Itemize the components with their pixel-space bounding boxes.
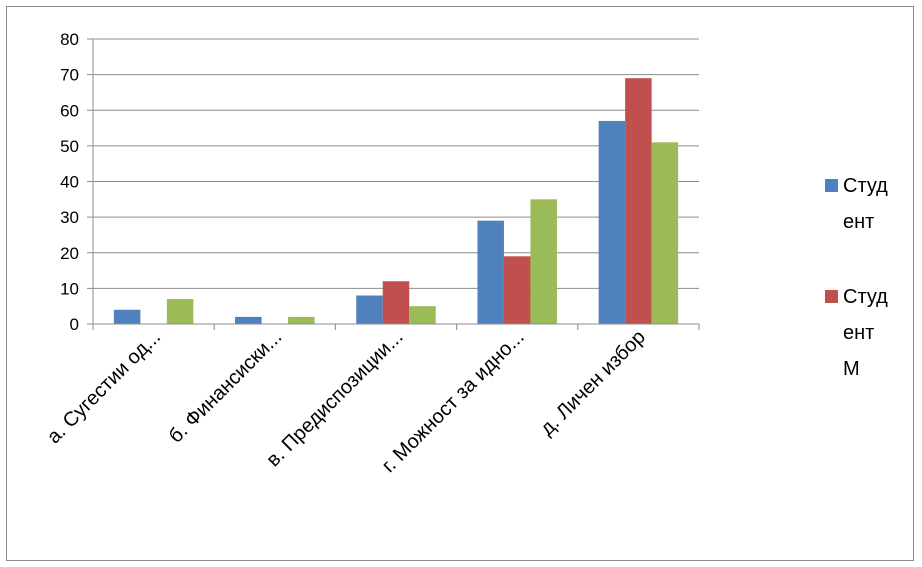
axes [87, 38, 700, 330]
y-tick-label: 20 [60, 244, 79, 263]
bar-series-1-cat-2 [235, 316, 262, 324]
legend-label: Студ [843, 175, 888, 197]
bar-series-1-cat-1 [113, 309, 141, 324]
y-tick-label: 0 [70, 315, 79, 334]
x-tick-labels: а. Сугестии од... б. Финансиски...в. Пред… [43, 326, 650, 477]
legend-swatch [825, 290, 838, 303]
chart-frame: 0 10 20 30 40 50 60 70 80 а. Сугестии од... б. Фи… [6, 6, 914, 561]
legend-label: ент [843, 211, 874, 233]
y-tick-label: 70 [60, 66, 79, 85]
legend-swatch [825, 179, 838, 192]
bar-series-3-cat-5 [651, 142, 679, 324]
legend-label: М [843, 358, 860, 380]
bar-series-3-cat-2 [288, 316, 315, 324]
bar-series-2-cat-5 [625, 78, 652, 324]
y-tick-label: 60 [60, 101, 79, 120]
bar-series-3-cat-3 [409, 306, 436, 324]
x-tick-label: в. Предиспозиции... [262, 326, 407, 471]
y-tick-label: 80 [60, 30, 79, 49]
y-tick-labels: 0 10 20 30 40 50 60 70 80 [60, 30, 79, 334]
x-tick-label: а. Сугестии од... [43, 326, 165, 448]
bar-series-1-cat-5 [598, 120, 626, 324]
y-tick-label: 50 [60, 137, 79, 156]
bars [113, 78, 679, 324]
bar-series-2-cat-3 [382, 281, 410, 324]
bar-series-1-cat-4 [477, 220, 504, 324]
y-tick-label: 30 [60, 208, 79, 227]
bar-series-2-cat-4 [503, 256, 531, 324]
bar-series-3-cat-1 [166, 299, 194, 324]
legend: Студ ент Студ ент М [825, 175, 888, 380]
x-tick-label: б. Финансиски... [165, 326, 287, 448]
gridlines [93, 38, 699, 289]
y-tick-label: 40 [60, 173, 79, 192]
x-tick-label: д. Личен избор [536, 326, 650, 440]
y-tick-label: 10 [60, 279, 79, 298]
bar-chart: 0 10 20 30 40 50 60 70 80 а. Сугестии од... б. Фи… [43, 30, 888, 477]
legend-label: ент [843, 322, 874, 344]
bar-series-1-cat-3 [356, 295, 383, 324]
bar-series-3-cat-4 [530, 199, 557, 324]
legend-label: Студ [843, 286, 888, 308]
